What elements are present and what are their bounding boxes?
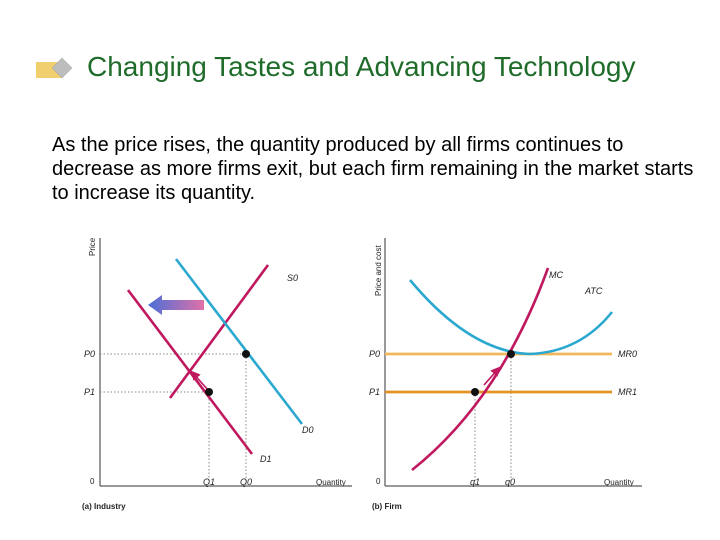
industry-origin-label: 0 [90, 477, 95, 486]
firm-y-axis-label: Price and cost [374, 245, 383, 296]
demand-curve-d0 [174, 258, 304, 425]
demand-curve-d1-label: D1 [260, 454, 272, 464]
marginal-revenue-mr1-label: MR1 [618, 387, 637, 397]
industry-p0-label: P0 [84, 349, 95, 359]
demand-shift-arrow [148, 295, 204, 315]
firm-point-initial [507, 350, 515, 358]
industry-movement-arrow [190, 370, 209, 391]
industry-x-axis-label: Quantity [316, 478, 346, 487]
marginal-revenue-mr0-label: MR0 [618, 349, 637, 359]
marginal-cost-label: MC [549, 270, 563, 280]
industry-p1-label: P1 [84, 387, 95, 397]
firm-q1-label: q1 [470, 477, 480, 487]
industry-q1-label: Q1 [203, 477, 215, 487]
demand-curve-d0-label: D0 [302, 425, 314, 435]
slide-body-text: As the price rises, the quantity produce… [52, 134, 694, 204]
firm-x-axis-label: Quantity [604, 478, 634, 487]
industry-equilibrium-initial [242, 350, 250, 358]
industry-q0-label: Q0 [240, 477, 252, 487]
firm-q0-label: q0 [505, 477, 515, 487]
marginal-cost-curve [411, 267, 550, 472]
supply-curve-s0-label: S0 [287, 273, 298, 283]
industry-panel: Price Quantity 0 P0 P1 Q1 Q0 S0 D0 D1 (a… [82, 237, 352, 511]
firm-p0-label: P0 [369, 349, 380, 359]
firm-origin-label: 0 [376, 477, 381, 486]
firm-panel: Price and cost Quantity 0 P0 P1 q1 q0 MC… [369, 238, 642, 511]
firm-movement-arrow [483, 366, 501, 386]
demand-curve-d1 [126, 289, 254, 455]
firm-p1-label: P1 [369, 387, 380, 397]
supply-curve-s0 [168, 264, 270, 399]
industry-caption: (a) Industry [82, 502, 126, 511]
average-total-cost-label: ATC [584, 286, 603, 296]
industry-y-axis-label: Price [88, 237, 97, 256]
slide-title: Changing Tastes and Advancing Technology [87, 51, 636, 82]
average-total-cost-curve [409, 279, 614, 356]
title-bullet-icon [36, 57, 73, 79]
industry-equilibrium-new [205, 388, 213, 396]
firm-caption: (b) Firm [372, 502, 402, 511]
firm-point-new [471, 388, 479, 396]
